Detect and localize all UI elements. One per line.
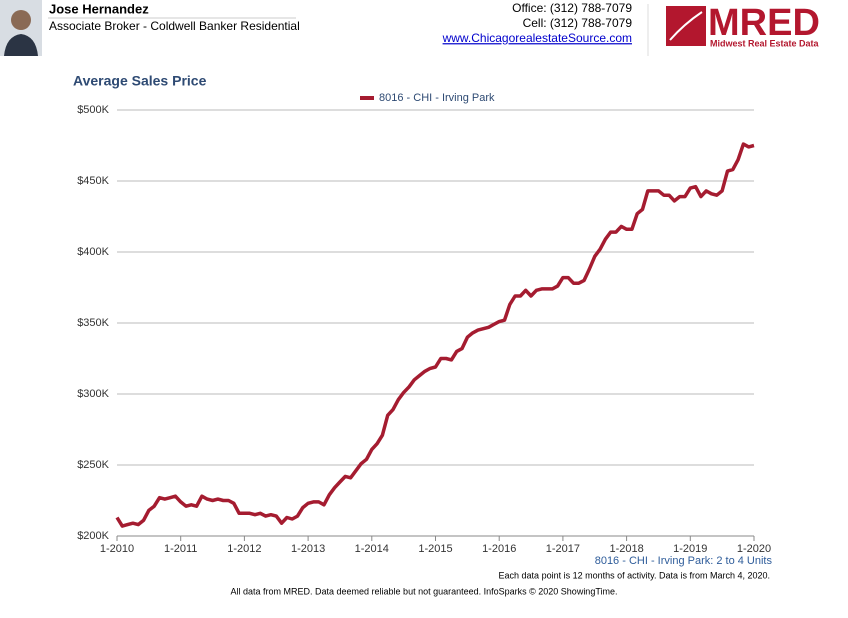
logo-name: MRED xyxy=(708,2,820,44)
y-tick-label: $450K xyxy=(77,175,109,187)
x-tick-label: 1-2011 xyxy=(164,543,197,555)
x-tick-label: 1-2014 xyxy=(355,543,389,555)
logo-mark xyxy=(666,6,706,46)
disclaimer: All data from MRED. Data deemed reliable… xyxy=(230,586,617,596)
chart-caption: 8016 - CHI - Irving Park: 2 to 4 Units xyxy=(595,555,773,567)
photo-face xyxy=(11,10,31,30)
footnote: Each data point is 12 months of activity… xyxy=(499,570,770,580)
cell-phone: Cell: (312) 788-7079 xyxy=(523,16,633,30)
x-tick-label: 1-2016 xyxy=(482,543,516,555)
agent-name: Jose Hernandez xyxy=(49,1,149,16)
legend-label: 8016 - CHI - Irving Park xyxy=(379,92,495,104)
y-tick-label: $200K xyxy=(77,530,109,542)
logo-tagline: Midwest Real Estate Data xyxy=(710,38,820,48)
y-tick-label: $500K xyxy=(77,104,109,116)
x-tick-label: 1-2015 xyxy=(418,543,452,555)
chart-title: Average Sales Price xyxy=(73,73,207,89)
x-tick-label: 1-2013 xyxy=(291,543,325,555)
series-line xyxy=(115,142,755,528)
photo-suit xyxy=(4,34,38,56)
office-phone: Office: (312) 788-7079 xyxy=(512,1,632,15)
y-tick-label: $300K xyxy=(77,388,109,400)
x-tick-label: 1-2018 xyxy=(609,543,643,555)
x-tick-label: 1-2010 xyxy=(100,543,134,555)
x-tick-label: 1-2020 xyxy=(737,543,771,555)
x-tick-label: 1-2012 xyxy=(227,543,261,555)
x-tick-label: 1-2017 xyxy=(546,543,580,555)
x-tick-label: 1-2019 xyxy=(673,543,707,555)
y-tick-label: $400K xyxy=(77,246,109,258)
logo-swoosh xyxy=(669,11,703,41)
website-link[interactable]: www.ChicagorealestateSource.com xyxy=(442,31,632,45)
y-tick-label: $350K xyxy=(77,317,109,329)
agent-title: Associate Broker - Coldwell Banker Resid… xyxy=(49,19,300,33)
y-tick-label: $250K xyxy=(77,459,109,471)
